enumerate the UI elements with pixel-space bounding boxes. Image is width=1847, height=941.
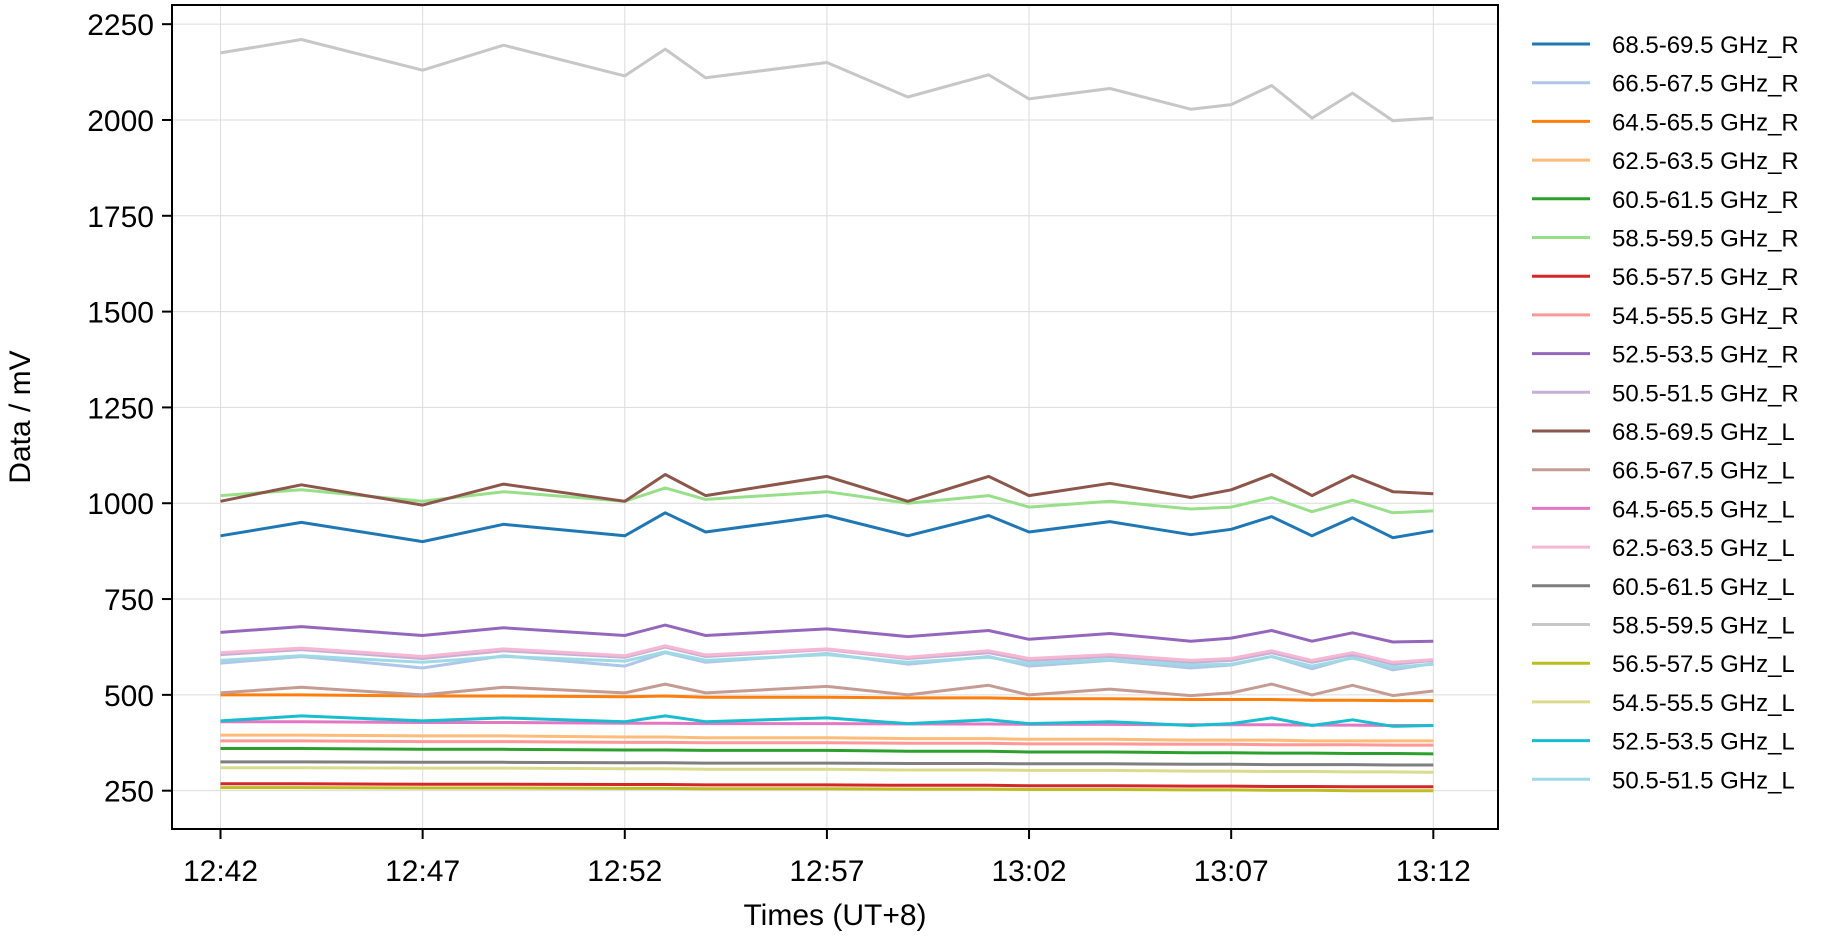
- legend-item: 68.5-69.5 GHz_R: [1532, 32, 1799, 59]
- legend-label: 54.5-55.5 GHz_L: [1612, 690, 1795, 717]
- legend-item: 68.5-69.5 GHz_L: [1532, 419, 1795, 446]
- series-line: [220, 623, 1434, 644]
- y-axis-ticks: 250 500 750 1000 1250 1500 1750 2000 2250: [87, 9, 172, 809]
- series-line: [220, 473, 1434, 507]
- legend-label: 60.5-61.5 GHz_R: [1612, 187, 1799, 214]
- legend-label: 64.5-65.5 GHz_L: [1612, 496, 1795, 523]
- series-line: [220, 747, 1434, 756]
- legend-label: 50.5-51.5 GHz_R: [1612, 380, 1799, 407]
- legend-label: 62.5-63.5 GHz_R: [1612, 148, 1799, 175]
- legend-item: 56.5-57.5 GHz_R: [1532, 264, 1799, 291]
- series-line: [220, 693, 1434, 703]
- y-tick-label: 500: [104, 680, 154, 713]
- series-line: [220, 682, 1434, 698]
- x-tick-label: 12:47: [385, 855, 460, 888]
- series-line: [220, 760, 1434, 767]
- legend-label: 62.5-63.5 GHz_L: [1612, 535, 1795, 562]
- plot-area-frame: [171, 4, 1499, 830]
- series-lines: [220, 38, 1434, 793]
- legend-item: 60.5-61.5 GHz_L: [1532, 574, 1795, 601]
- series-line: [220, 486, 1434, 515]
- legend-item: 64.5-65.5 GHz_R: [1532, 109, 1799, 136]
- legend-item: 66.5-67.5 GHz_R: [1532, 71, 1799, 98]
- x-tick-label: 13:07: [1194, 855, 1269, 888]
- series-line: [220, 782, 1434, 789]
- legend-item: 62.5-63.5 GHz_R: [1532, 148, 1799, 175]
- series-line: [220, 650, 1434, 669]
- legend-label: 68.5-69.5 GHz_R: [1612, 32, 1799, 59]
- legend-label: 52.5-53.5 GHz_R: [1612, 342, 1799, 369]
- y-tick-label: 1500: [87, 297, 154, 330]
- legend-item: 50.5-51.5 GHz_L: [1532, 767, 1795, 794]
- legend-label: 64.5-65.5 GHz_R: [1612, 109, 1799, 136]
- legend-item: 58.5-59.5 GHz_R: [1532, 226, 1799, 253]
- legend-item: 60.5-61.5 GHz_R: [1532, 187, 1799, 214]
- series-line: [220, 645, 1434, 666]
- legend-item: 52.5-53.5 GHz_L: [1532, 729, 1795, 756]
- y-tick-label: 2000: [87, 105, 154, 138]
- series-line: [220, 38, 1434, 123]
- legend-item: 66.5-67.5 GHz_L: [1532, 458, 1795, 485]
- y-tick-label: 250: [104, 776, 154, 809]
- series-line: [220, 786, 1434, 793]
- legend: 68.5-69.5 GHz_R 66.5-67.5 GHz_R 64.5-65.5 …: [1532, 32, 1799, 794]
- series-line: [220, 766, 1434, 774]
- y-tick-label: 1250: [87, 392, 154, 425]
- series-line: [220, 714, 1434, 728]
- y-tick-label: 1750: [87, 201, 154, 234]
- legend-label: 54.5-55.5 GHz_R: [1612, 303, 1799, 330]
- legend-item: 62.5-63.5 GHz_L: [1532, 535, 1795, 562]
- legend-label: 66.5-67.5 GHz_R: [1612, 71, 1799, 98]
- legend-label: 52.5-53.5 GHz_L: [1612, 729, 1795, 756]
- legend-label: 68.5-69.5 GHz_L: [1612, 419, 1795, 446]
- series-line: [220, 511, 1434, 544]
- legend-label: 66.5-67.5 GHz_L: [1612, 458, 1795, 485]
- series-line: [220, 733, 1434, 743]
- y-tick-label: 2250: [87, 9, 154, 42]
- x-tick-label: 13:02: [992, 855, 1067, 888]
- legend-label: 50.5-51.5 GHz_L: [1612, 767, 1795, 794]
- series-line: [220, 720, 1434, 727]
- legend-label: 56.5-57.5 GHz_L: [1612, 651, 1795, 678]
- legend-item: 54.5-55.5 GHz_R: [1532, 303, 1799, 330]
- legend-item: 64.5-65.5 GHz_L: [1532, 496, 1795, 523]
- x-tick-label: 12:57: [789, 855, 864, 888]
- legend-item: 52.5-53.5 GHz_R: [1532, 342, 1799, 369]
- x-axis-label: Times (UT+8): [743, 899, 926, 932]
- x-axis-ticks: 12:42 12:47 12:52 12:57 13:02 13:07 13:12: [183, 829, 1471, 888]
- x-tick-label: 12:42: [183, 855, 258, 888]
- legend-label: 58.5-59.5 GHz_L: [1612, 613, 1795, 640]
- legend-label: 60.5-61.5 GHz_L: [1612, 574, 1795, 601]
- legend-label: 56.5-57.5 GHz_R: [1612, 264, 1799, 291]
- y-tick-label: 1000: [87, 488, 154, 521]
- x-tick-label: 12:52: [587, 855, 662, 888]
- legend-item: 56.5-57.5 GHz_L: [1532, 651, 1795, 678]
- series-line: [220, 644, 1434, 664]
- grid: [172, 5, 1498, 829]
- x-tick-label: 13:12: [1396, 855, 1471, 888]
- y-tick-label: 750: [104, 584, 154, 617]
- y-axis-label: Data / mV: [4, 350, 37, 483]
- legend-label: 58.5-59.5 GHz_R: [1612, 226, 1799, 253]
- legend-item: 54.5-55.5 GHz_L: [1532, 690, 1795, 717]
- legend-item: 50.5-51.5 GHz_R: [1532, 380, 1799, 407]
- series-line: [220, 739, 1434, 747]
- legend-item: 58.5-59.5 GHz_L: [1532, 613, 1795, 640]
